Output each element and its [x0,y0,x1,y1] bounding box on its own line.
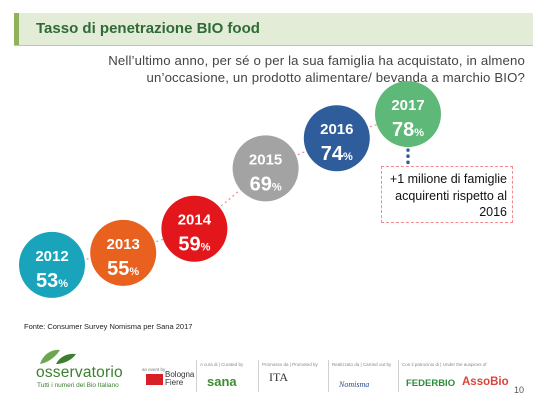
bubble-value-label: 69% [250,173,282,195]
penetration-chart: 2012 53% 2013 55% 2014 59% 2015 69% 2016 74% 2017 7… [19,81,441,298]
bolognafiere-logo: Bologna Fiere [165,371,194,387]
sana-logo: sana [207,374,237,389]
federbio-logo: FEDERBIO [406,378,456,389]
patronage-caption: Con il patrocinio di | Under the auspice… [402,362,487,367]
divider [398,360,399,392]
created-caption: A cura di | Curated by [200,362,244,367]
bubble-year-label: 2015 [249,151,282,168]
bubble-year-label: 2017 [391,97,424,114]
bubble-circle [375,81,441,148]
bubble-value-label: 74% [321,143,353,165]
chart-bubbles: 2012 53% 2013 55% 2014 59% 2015 69% 2016 74% 2017 7… [19,81,441,298]
survey-question: Nell’ultimo anno, per sé o per la sua fa… [108,53,525,85]
bubble-2014: 2014 59% [161,195,228,262]
osservatorio-tagline: Tutti i numeri del Bio Italiano [37,382,119,389]
title-accent [14,13,19,45]
ita-logo: ITA [269,370,289,384]
osservatorio-logo: osservatorio [36,364,123,381]
bubble-2016: 2016 74% [303,105,370,172]
source-note: Fonte: Consumer Survey Nomisma per Sana … [24,322,193,331]
page-number: 10 [514,385,525,395]
nomisma-logo: Nomisma [339,380,370,389]
divider [328,360,329,392]
bubble-value-label: 53% [36,270,68,292]
bubble-value-label: 59% [178,234,210,256]
bubble-2017: 2017 78% [375,81,441,148]
bubble-year-label: 2016 [320,121,353,138]
leaf-icon [40,349,76,364]
footer-logos: osservatorio Tutti i numeri del Bio Ital… [0,340,547,400]
bubble-2012: 2012 53% [19,231,85,298]
bubble-year-label: 2012 [35,248,68,265]
bubble-circle [90,219,157,286]
realized-caption: Realizzato da | Carried out by [332,362,392,367]
assobio-logo: AssoBio [462,376,509,388]
slide-title: Tasso di penetrazione BIO food [36,20,260,37]
bubble-circle [19,231,85,298]
bubble-year-label: 2013 [107,236,140,253]
event-caption: an event by [142,367,166,372]
divider [196,360,197,392]
bubble-year-label: 2014 [178,212,212,229]
promoted-caption: Promosso da | Promoted by [262,362,318,367]
bubble-circle [232,135,299,202]
bubble-2013: 2013 55% [90,219,157,286]
callout-text: +1 milione di famiglie acquirenti rispet… [389,172,507,219]
bubble-value-label: 55% [107,258,139,280]
callout-box: +1 milione di famiglie acquirenti rispet… [381,166,513,223]
bubble-2015: 2015 69% [232,135,299,202]
bubble-circle [303,105,370,172]
divider [258,360,259,392]
bolognafiere-mark-icon [146,374,163,385]
bubble-circle [161,195,228,262]
title-bar: Tasso di penetrazione BIO food [14,13,533,46]
bolognafiere-name-line1: Bologna [165,370,195,379]
bolognafiere-name-line2: Fiere [165,378,184,387]
bubble-value-label: 78% [392,119,424,141]
